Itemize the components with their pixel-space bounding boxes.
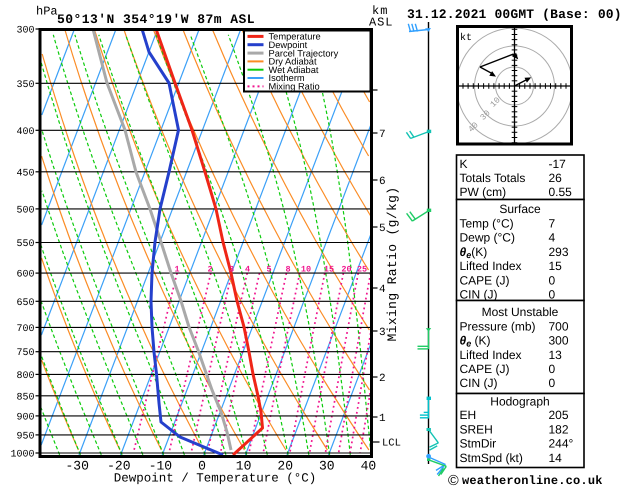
svg-text:293: 293 — [549, 245, 569, 259]
svg-text:205: 205 — [549, 408, 569, 422]
svg-text:-20: -20 — [107, 459, 130, 474]
svg-text:900: 900 — [16, 412, 34, 423]
svg-text:Surface: Surface — [499, 202, 541, 216]
svg-text:14: 14 — [549, 451, 563, 465]
svg-text:400: 400 — [16, 127, 34, 138]
svg-text:5: 5 — [266, 265, 271, 275]
svg-text:LCL: LCL — [382, 438, 401, 450]
svg-text:0: 0 — [549, 273, 556, 287]
svg-text:Pressure (mb): Pressure (mb) — [460, 319, 536, 333]
svg-text:kt: kt — [460, 32, 472, 44]
svg-text:650: 650 — [16, 298, 34, 309]
svg-text:350: 350 — [16, 80, 34, 91]
svg-text:1: 1 — [379, 413, 386, 425]
svg-text:20: 20 — [341, 265, 351, 275]
svg-text:10: 10 — [301, 265, 311, 275]
svg-text:weatheronline.co.uk: weatheronline.co.uk — [462, 474, 603, 486]
svg-text:13: 13 — [549, 348, 563, 362]
svg-text:5: 5 — [379, 223, 386, 235]
svg-text:4: 4 — [245, 265, 250, 275]
svg-text:StmDir: StmDir — [460, 437, 497, 451]
svg-text:0: 0 — [549, 362, 556, 376]
svg-text:700: 700 — [549, 319, 569, 333]
svg-text:182: 182 — [549, 422, 569, 436]
svg-text:26: 26 — [549, 171, 563, 185]
svg-text:50°13'N 354°19'W 87m ASL: 50°13'N 354°19'W 87m ASL — [57, 12, 255, 27]
svg-text:550: 550 — [16, 239, 34, 250]
svg-text:ASL: ASL — [369, 16, 393, 30]
svg-text:15: 15 — [549, 259, 563, 273]
svg-text:3: 3 — [229, 265, 234, 275]
svg-text:750: 750 — [16, 348, 34, 359]
svg-text:2: 2 — [379, 373, 386, 385]
svg-text:0: 0 — [549, 288, 556, 302]
svg-text:0: 0 — [549, 376, 556, 390]
svg-text:800: 800 — [16, 371, 34, 382]
svg-text:6: 6 — [379, 176, 386, 188]
svg-text:θe (K): θe (K) — [460, 334, 491, 349]
svg-text:SREH: SREH — [460, 422, 493, 436]
svg-text:Wet Adiabat: Wet Adiabat — [269, 65, 319, 75]
svg-text:CIN (J): CIN (J) — [460, 376, 498, 390]
svg-text:0: 0 — [198, 459, 206, 474]
svg-text:©: © — [448, 473, 459, 486]
svg-text:7: 7 — [549, 217, 556, 231]
svg-text:0.55: 0.55 — [549, 185, 573, 199]
svg-text:300: 300 — [549, 334, 569, 348]
svg-text:20: 20 — [277, 459, 293, 474]
svg-text:Mixing Ratio: Mixing Ratio — [269, 82, 320, 92]
svg-text:Isotherm: Isotherm — [269, 73, 305, 83]
svg-text:-17: -17 — [549, 157, 567, 171]
svg-text:-10: -10 — [149, 459, 172, 474]
svg-text:300: 300 — [16, 26, 34, 37]
svg-text:hPa: hPa — [36, 5, 58, 19]
svg-text:950: 950 — [16, 431, 34, 442]
svg-text:θe(K): θe(K) — [460, 245, 488, 260]
svg-text:4: 4 — [549, 231, 556, 245]
svg-text:700: 700 — [16, 324, 34, 335]
svg-text:Dewpoint: Dewpoint — [269, 40, 308, 50]
svg-text:10: 10 — [236, 459, 252, 474]
svg-text:Hodograph: Hodograph — [490, 395, 549, 409]
svg-text:8: 8 — [285, 265, 290, 275]
svg-text:450: 450 — [16, 168, 34, 179]
svg-text:600: 600 — [16, 270, 34, 281]
svg-text:1: 1 — [174, 265, 179, 275]
svg-text:25: 25 — [357, 265, 367, 275]
svg-text:CIN (J): CIN (J) — [460, 288, 498, 302]
svg-text:CAPE (J): CAPE (J) — [460, 362, 510, 376]
svg-text:PW (cm): PW (cm) — [460, 185, 507, 199]
svg-text:Mixing Ratio (g/kg): Mixing Ratio (g/kg) — [385, 187, 400, 342]
svg-text:4: 4 — [379, 284, 386, 296]
svg-text:Lifted Index: Lifted Index — [460, 348, 522, 362]
svg-text:Dewpoint / Temperature (°C): Dewpoint / Temperature (°C) — [114, 472, 317, 486]
svg-text:Totals Totals: Totals Totals — [460, 171, 526, 185]
svg-text:Lifted Index: Lifted Index — [460, 259, 522, 273]
svg-text:K: K — [460, 157, 468, 171]
svg-text:Parcel Trajectory: Parcel Trajectory — [269, 48, 339, 58]
svg-text:244°: 244° — [549, 437, 574, 451]
svg-text:15: 15 — [324, 265, 334, 275]
svg-text:Dry Adiabat: Dry Adiabat — [269, 57, 317, 67]
svg-text:3: 3 — [379, 327, 386, 339]
svg-text:Most Unstable: Most Unstable — [482, 305, 559, 319]
svg-text:km: km — [372, 4, 388, 18]
svg-text:CAPE (J): CAPE (J) — [460, 273, 510, 287]
svg-text:StmSpd (kt): StmSpd (kt) — [460, 451, 523, 465]
svg-text:40: 40 — [361, 459, 377, 474]
svg-text:850: 850 — [16, 392, 34, 403]
svg-text:500: 500 — [16, 205, 34, 216]
svg-text:7: 7 — [379, 129, 386, 141]
svg-text:Temperature: Temperature — [269, 32, 321, 42]
svg-text:2: 2 — [207, 265, 212, 275]
svg-text:31.12.2021 00GMT (Base: 00): 31.12.2021 00GMT (Base: 00) — [407, 7, 622, 22]
svg-text:-30: -30 — [65, 459, 88, 474]
svg-text:1000: 1000 — [10, 450, 34, 461]
svg-text:EH: EH — [460, 408, 477, 422]
svg-text:Dewp (°C): Dewp (°C) — [460, 231, 515, 245]
svg-text:Temp (°C): Temp (°C) — [460, 217, 514, 231]
svg-text:30: 30 — [319, 459, 335, 474]
